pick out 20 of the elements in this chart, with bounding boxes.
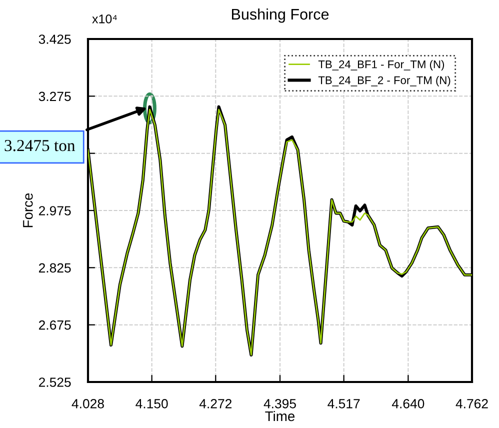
x-tick-label: 4.150 xyxy=(136,399,168,408)
annotation: 3.2475 ton xyxy=(4,140,76,152)
chart-title: Bushing Force xyxy=(232,8,329,23)
legend-label: TB_24_BF_2 - For_TM (N) xyxy=(318,76,450,86)
y-tick-label: 2.525 xyxy=(38,378,71,387)
y-axis-title: Force xyxy=(23,193,33,228)
x-axis-title: Time xyxy=(265,410,295,422)
legend-label: TB_24_BF1 - For_TM (N) xyxy=(318,60,444,70)
y-tick-label: 3.425 xyxy=(38,34,71,44)
y-tick-label: 2.675 xyxy=(38,320,71,330)
x-tick-label: 4.395 xyxy=(264,399,296,408)
y-tick-label: 3.275 xyxy=(38,92,71,102)
x-tick-label: 4.272 xyxy=(199,399,232,408)
text: x10⁴ xyxy=(92,14,117,24)
x-tick-label: 4.640 xyxy=(392,399,424,408)
x-tick-label: 4.762 xyxy=(456,399,488,408)
x-tick-label: 4.517 xyxy=(328,399,360,408)
y-tick-label: 2.825 xyxy=(38,263,71,273)
y-tick-label: 2.975 xyxy=(38,206,71,216)
x-tick-label: 4.028 xyxy=(72,399,104,408)
